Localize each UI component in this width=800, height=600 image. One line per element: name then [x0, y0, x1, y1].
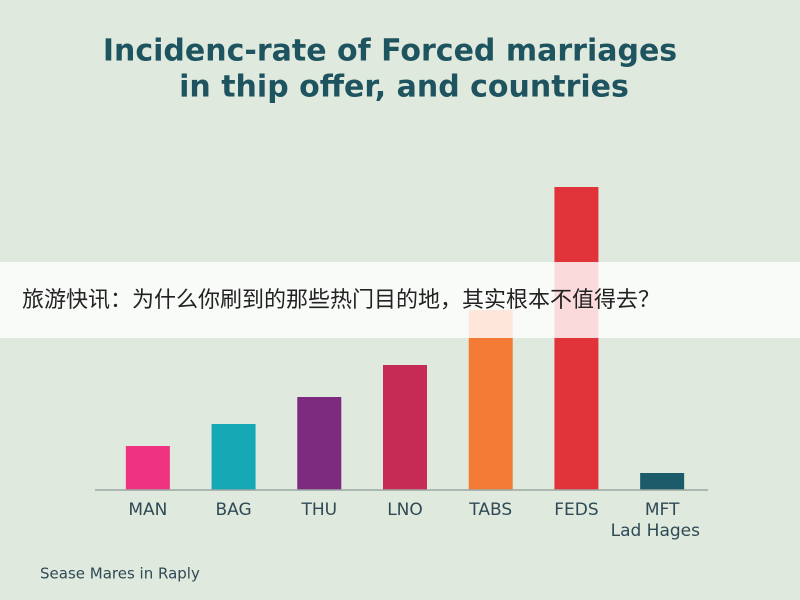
x-tick-label: MAN	[128, 500, 167, 520]
plot-area: MAN BAG THU LNO TABS FEDS MFT	[125, 187, 685, 520]
x-tick-label: BAG	[215, 500, 251, 520]
bar	[468, 310, 513, 490]
bar	[125, 446, 170, 490]
x-tick-label: THU	[300, 500, 337, 520]
x-tick-label: MFT	[645, 500, 680, 520]
bar	[640, 473, 685, 490]
x-tick-label: TABS	[468, 500, 512, 520]
chart-title: in thip offer, and countries	[179, 70, 629, 105]
bar	[554, 187, 599, 490]
overlay-banner	[0, 262, 800, 338]
bar	[297, 397, 342, 490]
x-axis-label: Lad Hages	[611, 521, 701, 541]
banner-text: 旅游快讯：为什么你刷到的那些热门目的地，其实根本不值得去？	[22, 288, 660, 313]
bar	[211, 424, 256, 490]
source-note: Sease Mares in Raply	[40, 565, 200, 583]
x-tick-label: FEDS	[554, 500, 598, 520]
bar	[383, 365, 427, 490]
x-tick-label: LNO	[387, 500, 423, 520]
chart-title: Incidenc-rate of Forced marriages	[103, 34, 677, 69]
